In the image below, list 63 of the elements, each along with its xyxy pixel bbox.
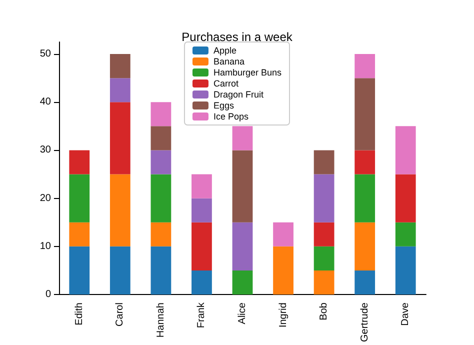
bar [354, 222, 376, 270]
bar [354, 270, 376, 295]
y-tick-label: 20 [40, 192, 52, 204]
bar [150, 222, 172, 246]
bar [395, 222, 416, 246]
bar [354, 54, 376, 78]
bar [192, 198, 212, 222]
bar [192, 222, 212, 270]
y-tick-label: 40 [40, 96, 52, 108]
bar [395, 246, 416, 295]
x-tick-label: Frank [196, 302, 208, 328]
bar [110, 246, 130, 295]
bar [395, 126, 416, 174]
x-tick-label: Hannah [155, 302, 166, 338]
y-tick-label: 50 [40, 48, 52, 60]
bar [69, 222, 90, 246]
bar [273, 222, 294, 246]
bar [110, 78, 130, 102]
bar [354, 174, 376, 222]
x-tick-label: Alice [237, 302, 248, 324]
bar [354, 78, 376, 150]
chart-title: Purchases in a week [182, 30, 294, 44]
x-tick-label: Dave [400, 302, 412, 326]
bar [232, 222, 253, 270]
bar [150, 126, 172, 150]
bar [150, 246, 172, 295]
x-tick-label: Edith [74, 302, 85, 326]
bar [395, 174, 416, 222]
bar [192, 270, 212, 295]
bar [354, 150, 376, 174]
bar [110, 54, 130, 78]
x-tick-label: Ingrid [278, 302, 289, 328]
legend-label: Banana [213, 56, 245, 66]
bar [314, 174, 334, 222]
legend-label: Eggs [213, 100, 234, 110]
y-tick-label: 0 [45, 289, 52, 300]
bar [69, 246, 90, 295]
bar [150, 102, 172, 126]
bar [69, 150, 90, 174]
y-tick-label: 10 [40, 240, 52, 252]
y-tick-label: 30 [40, 144, 52, 156]
legend-label: Dragon Fruit [213, 90, 264, 100]
bar [110, 174, 130, 246]
bar [232, 270, 253, 295]
bar [192, 174, 212, 198]
bar [273, 246, 294, 295]
bar [314, 270, 334, 295]
x-tick-label: Gertrude [359, 302, 370, 342]
bar [232, 150, 253, 222]
legend-label: Carrot [213, 78, 239, 88]
bar [232, 126, 253, 150]
bar [110, 102, 130, 174]
x-tick-label: Bob [318, 302, 330, 320]
bar [314, 222, 334, 246]
bar [150, 174, 172, 222]
bar [150, 150, 172, 174]
x-tick-label: Carol [114, 302, 126, 326]
legend-label: Ice Pops [213, 112, 250, 122]
bar [69, 174, 90, 222]
bar [314, 246, 334, 270]
legend-label: Apple [213, 46, 237, 56]
legend-label: Hamburger Buns [213, 68, 282, 78]
bar [314, 150, 334, 174]
